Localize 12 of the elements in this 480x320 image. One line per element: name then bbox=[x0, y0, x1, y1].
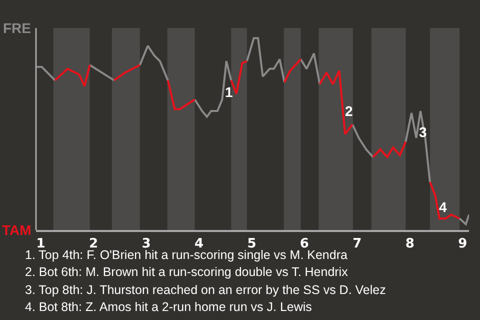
text: 2. Bot 6th: M. Brown hit a run-scoring double vs T. Hendrix bbox=[25, 265, 349, 279]
x-tick-label: 9 bbox=[458, 236, 468, 252]
x-tick-label: 8 bbox=[405, 236, 414, 252]
text: FRE bbox=[3, 20, 31, 36]
text: TAM bbox=[2, 222, 32, 238]
annotation: 3 bbox=[419, 124, 427, 140]
text: 4. Bot 8th: Z. Amos hit a 2-run home run vs J. Lewis bbox=[25, 300, 312, 314]
annotation: 2 bbox=[345, 103, 353, 119]
annotation: 4 bbox=[439, 199, 447, 215]
x-tick-label: 7 bbox=[352, 236, 362, 252]
text: 3. Top 8th: J. Thurston reached on an error by the SS vs D. Velez bbox=[25, 283, 386, 297]
annotation: 1 bbox=[225, 84, 233, 100]
